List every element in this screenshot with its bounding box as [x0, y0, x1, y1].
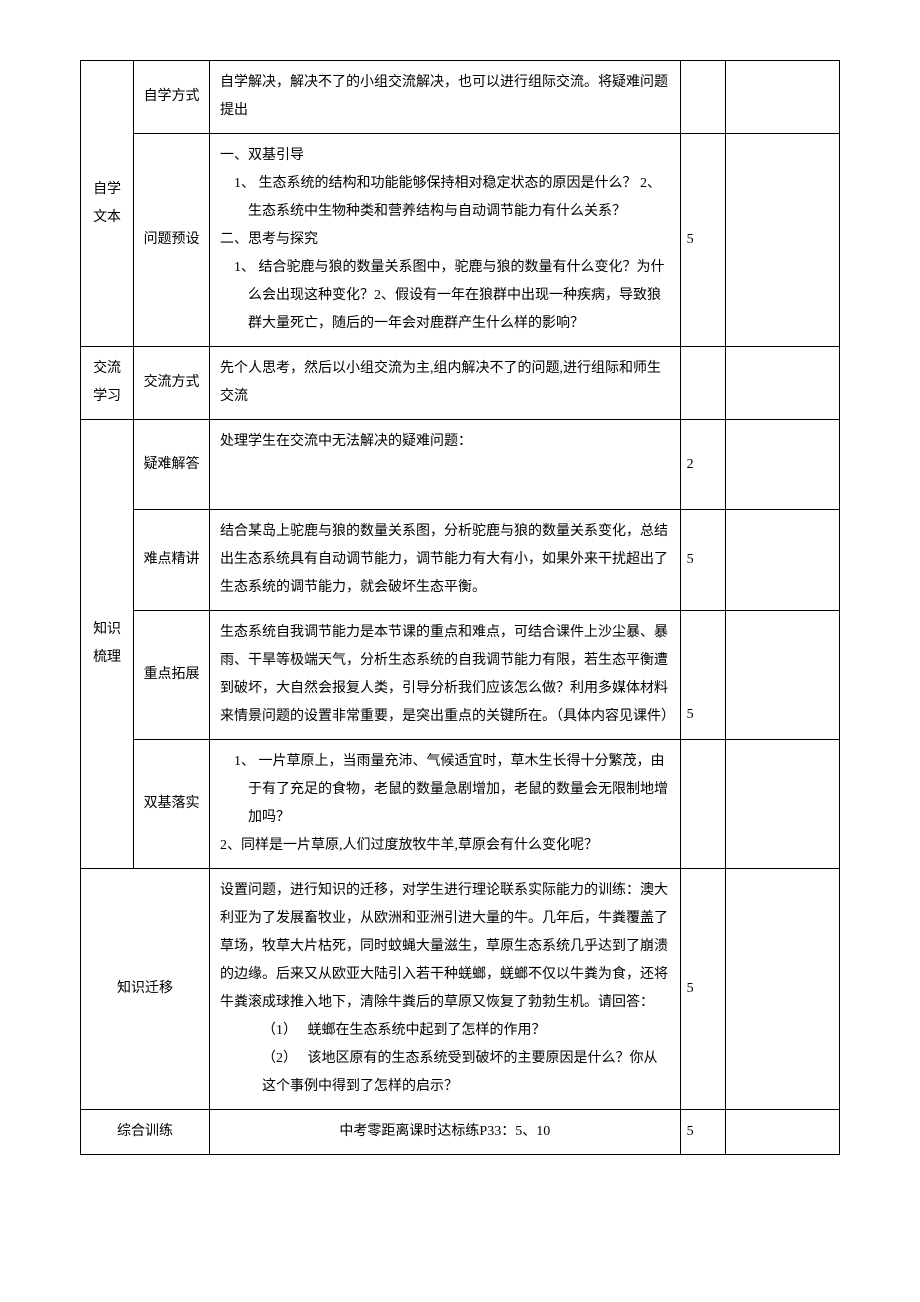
section-label-zhishi: 知识梳理 [81, 420, 134, 869]
merged-label-zonghe: 综合训练 [81, 1110, 210, 1155]
content-wentiyushe: 一、双基引导 1、 生态系统的结构和功能能够保持相对稳定状态的原因是什么？ 2、… [210, 134, 681, 347]
content-jiaoliu: 先个人思考，然后以小组交流为主,组内解决不了的问题,进行组际和师生交流 [210, 347, 681, 420]
section-label-zixue: 自学文本 [81, 61, 134, 347]
time-cell [680, 61, 726, 134]
empty-cell [726, 420, 840, 510]
table-row: 知识梳理 疑难解答 处理学生在交流中无法解决的疑难问题： 2 [81, 420, 840, 510]
empty-cell [726, 61, 840, 134]
empty-cell [726, 1110, 840, 1155]
section-label-jiaoliu: 交流学习 [81, 347, 134, 420]
time-cell: 2 [680, 420, 726, 510]
content-zhishiqianyi: 设置问题，进行知识的迁移，对学生进行理论联系实际能力的训练：澳大利亚为了发展畜牧… [210, 869, 681, 1110]
sub-label-zhongdian: 重点拓展 [134, 611, 210, 740]
table-row: 问题预设 一、双基引导 1、 生态系统的结构和功能能够保持相对稳定状态的原因是什… [81, 134, 840, 347]
sub-label-wentiyushe: 问题预设 [134, 134, 210, 347]
empty-cell [726, 611, 840, 740]
empty-cell [726, 134, 840, 347]
sub-label-shuangji: 双基落实 [134, 740, 210, 869]
content-zhongdian: 生态系统自我调节能力是本节课的重点和难点，可结合课件上沙尘暴、暴雨、干旱等极端天… [210, 611, 681, 740]
sub-label-yinan: 疑难解答 [134, 420, 210, 510]
table-row: 重点拓展 生态系统自我调节能力是本节课的重点和难点，可结合课件上沙尘暴、暴雨、干… [81, 611, 840, 740]
time-cell: 5 [680, 510, 726, 611]
sub-label-nandian: 难点精讲 [134, 510, 210, 611]
table-row: 双基落实 1、 一片草原上，当雨量充沛、气候适宜时，草木生长得十分繁茂，由于有了… [81, 740, 840, 869]
empty-cell [726, 740, 840, 869]
content-zixuefangshi: 自学解决，解决不了的小组交流解决，也可以进行组际交流。将疑难问题提出 [210, 61, 681, 134]
table-row: 综合训练 中考零距离课时达标练P33：5、10 5 [81, 1110, 840, 1155]
sub-label-jiaoliu: 交流方式 [134, 347, 210, 420]
table-row: 知识迁移 设置问题，进行知识的迁移，对学生进行理论联系实际能力的训练：澳大利亚为… [81, 869, 840, 1110]
time-cell [680, 347, 726, 420]
content-zonghe: 中考零距离课时达标练P33：5、10 [210, 1110, 681, 1155]
time-cell: 5 [680, 1110, 726, 1155]
time-cell: 5 [680, 611, 726, 740]
time-cell: 5 [680, 869, 726, 1110]
content-yinan: 处理学生在交流中无法解决的疑难问题： [210, 420, 681, 510]
sub-label-zixuefangshi: 自学方式 [134, 61, 210, 134]
empty-cell [726, 510, 840, 611]
time-cell: 5 [680, 134, 726, 347]
time-cell [680, 740, 726, 869]
empty-cell [726, 347, 840, 420]
lesson-plan-table: 自学文本 自学方式 自学解决，解决不了的小组交流解决，也可以进行组际交流。将疑难… [80, 60, 840, 1155]
table-row: 难点精讲 结合某岛上驼鹿与狼的数量关系图，分析驼鹿与狼的数量关系变化，总结出生态… [81, 510, 840, 611]
content-shuangji: 1、 一片草原上，当雨量充沛、气候适宜时，草木生长得十分繁茂，由于有了充足的食物… [210, 740, 681, 869]
empty-cell [726, 869, 840, 1110]
table-row: 交流学习 交流方式 先个人思考，然后以小组交流为主,组内解决不了的问题,进行组际… [81, 347, 840, 420]
table-row: 自学文本 自学方式 自学解决，解决不了的小组交流解决，也可以进行组际交流。将疑难… [81, 61, 840, 134]
content-nandian: 结合某岛上驼鹿与狼的数量关系图，分析驼鹿与狼的数量关系变化，总结出生态系统具有自… [210, 510, 681, 611]
merged-label-zhishiqianyi: 知识迁移 [81, 869, 210, 1110]
